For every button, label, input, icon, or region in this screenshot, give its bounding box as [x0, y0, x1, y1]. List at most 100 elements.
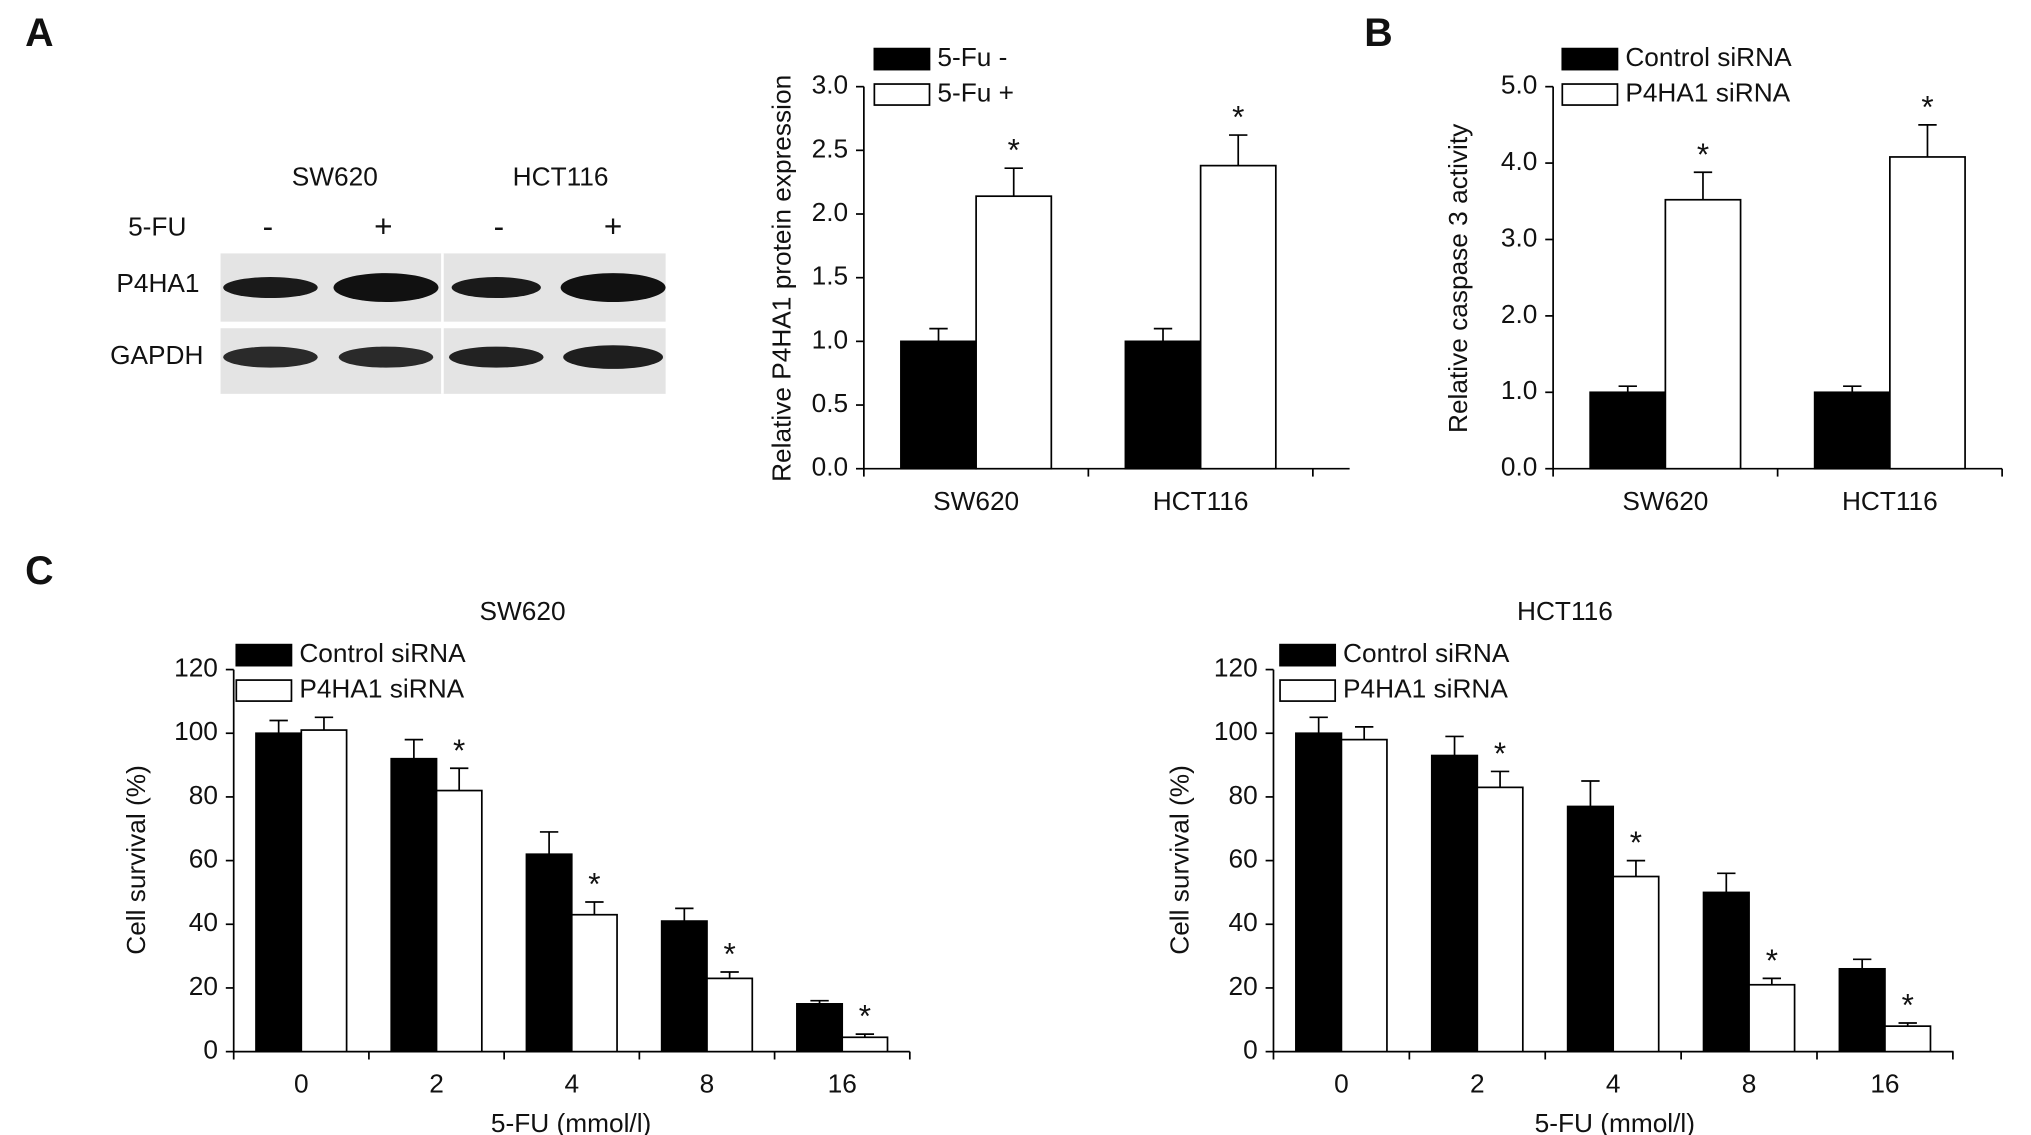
panel-label: C — [25, 549, 53, 593]
bar — [1838, 967, 1886, 1053]
bar — [1664, 198, 1742, 470]
x-tick-label: 0 — [1334, 1069, 1349, 1099]
significance-marker: * — [1697, 136, 1709, 172]
y-tick-label: 3.0 — [1501, 222, 1538, 252]
bar — [1566, 805, 1615, 1053]
blot-row: P4HA1 — [116, 268, 199, 298]
blot-band — [563, 345, 663, 369]
chart: 0.0 1.0 2.0 3.0 4.0 5.0 SW620 * HCT116 * Control s… — [1443, 42, 2003, 516]
significance-marker: * — [1630, 824, 1642, 860]
bar — [1889, 156, 1966, 470]
y-tick-label: 100 — [174, 716, 218, 746]
bar — [1702, 891, 1750, 1053]
x-tick-label: HCT116 — [1153, 486, 1249, 516]
error-bar — [1843, 385, 1862, 393]
error-bar — [404, 738, 424, 759]
blot-cell-line: SW620 — [292, 162, 378, 192]
y-tick-label: 80 — [189, 780, 218, 810]
significance-marker: * — [723, 936, 735, 972]
bar — [435, 789, 483, 1053]
legend-label: P4HA1 siRNA — [1625, 77, 1790, 107]
legend-label: Control siRNA — [299, 638, 466, 668]
error-bar — [1309, 716, 1328, 734]
blot-sign: + — [604, 208, 622, 244]
bar — [255, 732, 303, 1053]
blot-cell-line: HCT116 — [513, 162, 609, 192]
legend-label: P4HA1 siRNA — [1343, 674, 1508, 704]
blot-sign: + — [374, 208, 392, 244]
chart-title: SW620 — [479, 596, 565, 626]
error-bar — [449, 767, 469, 791]
y-axis-label: Cell survival (%) — [1165, 765, 1195, 955]
chart: 0 20 40 60 80 100 120 0 2 * 4 * 8 * 16 * Control siRNA P4… — [121, 596, 911, 1135]
legend-label: Control siRNA — [1343, 638, 1510, 668]
blot-band — [333, 273, 439, 302]
error-bar — [1490, 770, 1510, 788]
legend-label: 5-Fu - — [937, 42, 1007, 72]
y-tick-label: 40 — [189, 907, 218, 937]
y-tick-label: 3.0 — [812, 70, 848, 100]
error-bar — [1229, 134, 1248, 166]
y-tick-label: 100 — [1214, 716, 1258, 746]
legend-label: 5-Fu + — [937, 77, 1014, 107]
y-tick-label: 0.5 — [812, 388, 848, 418]
bar — [1589, 391, 1667, 470]
y-tick-label: 40 — [1229, 907, 1258, 937]
error-bar — [1852, 958, 1872, 969]
bar — [1748, 983, 1796, 1053]
x-axis-label: 5-FU (mmol/l) — [491, 1108, 651, 1135]
error-bar — [1153, 327, 1173, 342]
blot-band — [338, 346, 434, 368]
blot-row: GAPDH — [110, 340, 203, 370]
x-tick-label: 2 — [1470, 1069, 1485, 1099]
bar — [1884, 1025, 1932, 1053]
bar — [975, 195, 1053, 470]
error-bar — [1618, 385, 1637, 393]
bar — [796, 1003, 844, 1053]
legend-swatch — [1561, 83, 1619, 106]
y-tick-label: 1.0 — [812, 324, 848, 354]
error-bar — [1354, 726, 1374, 740]
legend-swatch — [235, 679, 293, 702]
significance-marker: * — [453, 732, 465, 768]
error-bar — [1717, 872, 1736, 893]
y-tick-label: 60 — [1229, 844, 1258, 874]
x-tick-label: 16 — [1870, 1069, 1899, 1099]
y-tick-label: 0 — [1243, 1035, 1258, 1065]
x-tick-label: 2 — [429, 1069, 444, 1099]
error-bar — [720, 971, 739, 979]
y-tick-label: 0.0 — [1501, 452, 1538, 482]
legend-swatch — [873, 83, 931, 106]
y-tick-label: 120 — [1214, 653, 1258, 683]
y-tick-label: 20 — [189, 971, 218, 1001]
significance-marker: * — [1902, 987, 1914, 1023]
x-tick-label: SW620 — [933, 486, 1019, 516]
bar — [300, 729, 348, 1053]
bar — [660, 920, 708, 1053]
chart: 0 20 40 60 80 100 120 0 2 * 4 * 8 * 16 * Control siRNA P4… — [1165, 596, 1954, 1135]
error-bar — [314, 716, 334, 731]
y-tick-label: 0 — [203, 1035, 218, 1065]
bar — [1295, 732, 1343, 1053]
panel-label: B — [1364, 11, 1392, 55]
y-tick-label: 60 — [189, 844, 218, 874]
y-tick-label: 4.0 — [1501, 146, 1538, 176]
y-tick-label: 1.0 — [1501, 375, 1538, 405]
bar — [390, 757, 438, 1053]
legend-swatch — [1561, 47, 1619, 71]
chart: 0.0 0.5 1.0 1.5 2.0 2.5 3.0 SW620 * HCT116 * 5-Fu -… — [767, 42, 1350, 516]
y-tick-label: 2.0 — [1501, 299, 1538, 329]
panel-label: A — [25, 11, 53, 55]
significance-marker: * — [859, 998, 871, 1034]
bar — [1340, 738, 1388, 1053]
bar — [1476, 786, 1524, 1053]
blot-band — [451, 277, 541, 299]
bar — [525, 853, 573, 1053]
blot-band — [448, 346, 544, 368]
blot-sign: - — [263, 208, 274, 244]
error-bar — [1898, 1022, 1917, 1027]
legend-label: P4HA1 siRNA — [299, 674, 464, 704]
error-bar — [1581, 780, 1600, 807]
blot-sign: - — [494, 208, 505, 244]
